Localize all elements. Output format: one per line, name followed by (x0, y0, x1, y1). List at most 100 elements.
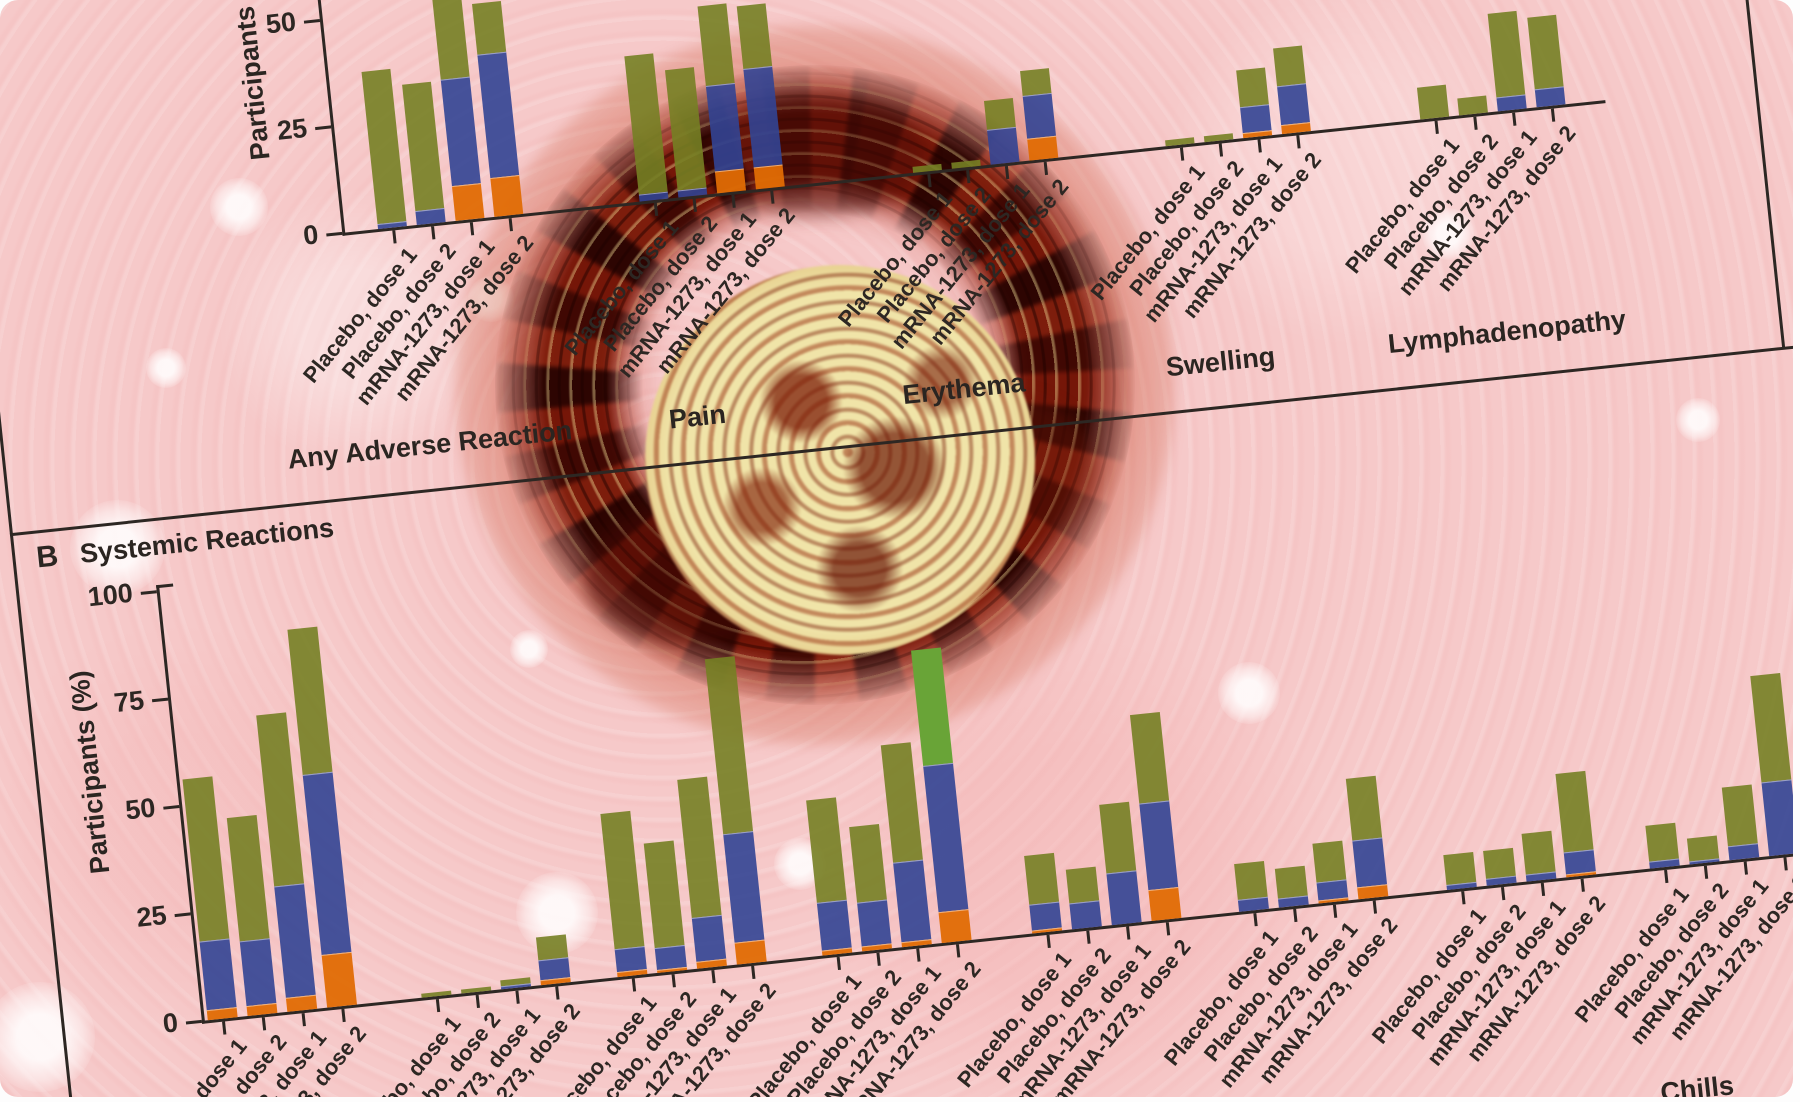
y-axis-title: Participants (%) (64, 669, 116, 876)
segment-mild (256, 712, 304, 887)
stacked-bar (806, 797, 853, 956)
x-axis-tick (1580, 878, 1585, 892)
segment-severe (490, 174, 524, 217)
y-axis-tick (315, 125, 332, 131)
segment-severe (714, 168, 747, 194)
segment-moderate (440, 76, 481, 187)
segment-severe (321, 952, 357, 1008)
category-label: Swelling (1164, 341, 1277, 383)
segment-moderate (1761, 779, 1793, 857)
segment-mild (1416, 84, 1450, 120)
background-spot (1218, 662, 1280, 724)
x-axis-tick (508, 218, 513, 232)
segment-mild (472, 0, 507, 55)
x-axis-tick (1372, 900, 1378, 914)
segment-moderate (723, 831, 765, 943)
x-axis-tick (1218, 143, 1223, 157)
segment-mild (1457, 95, 1488, 116)
segment-severe (938, 909, 972, 944)
segment-mild (287, 626, 333, 775)
stacked-bar (849, 823, 893, 952)
stacked-bar (1721, 784, 1760, 861)
stacked-bar (643, 840, 688, 973)
segment-moderate (199, 938, 237, 1011)
segment-moderate (477, 51, 520, 178)
category-label: Erythema (901, 367, 1027, 411)
background-spot (70, 500, 165, 595)
segment-mild (1555, 771, 1594, 853)
y-axis-tick (151, 697, 169, 703)
segment-severe (451, 183, 485, 221)
stacked-bar (535, 934, 571, 986)
panel-b-header: B Systemic Reactions (35, 510, 336, 575)
background-spot (1676, 398, 1720, 442)
segment-mild (1234, 861, 1268, 901)
stacked-bar (1024, 853, 1063, 934)
segment-mild (677, 776, 722, 918)
segment-moderate (302, 771, 352, 956)
stacked-bar (402, 81, 446, 225)
stacked-bar (1236, 67, 1273, 139)
y-axis-tick (174, 912, 191, 918)
stacked-bar (1020, 68, 1059, 161)
x-axis-tick (926, 174, 932, 188)
segment-moderate (816, 899, 852, 951)
background-spot (0, 982, 95, 1092)
segment-moderate (893, 859, 932, 942)
x-axis-tick (1179, 147, 1184, 161)
x-axis-tick (1783, 857, 1788, 871)
segment-moderate (1563, 849, 1596, 875)
segment-mild (1129, 711, 1170, 805)
segment-mild (1099, 801, 1137, 874)
segment-mild (983, 97, 1016, 131)
segment-moderate (1240, 104, 1272, 134)
x-axis-tick (1004, 165, 1009, 180)
stacked-bar (1234, 861, 1269, 912)
x-axis-tick (1434, 120, 1439, 135)
x-axis-tick (515, 990, 520, 1004)
background-spot (510, 630, 548, 668)
segment-moderate (743, 66, 783, 168)
x-axis-tick (435, 998, 441, 1013)
stacked-bar (664, 66, 708, 198)
segment-moderate (614, 946, 647, 972)
x-axis-tick (631, 978, 637, 992)
y-axis-tick-label: 50 (264, 6, 298, 40)
segment-mild (1273, 45, 1306, 87)
segment-moderate (239, 938, 277, 1007)
y-axis-top-cap (156, 583, 174, 589)
y-axis-tick (140, 590, 157, 595)
x-axis-tick (1086, 930, 1091, 944)
stacked-bar (624, 53, 669, 202)
segment-moderate (691, 914, 727, 962)
segment-moderate (1022, 93, 1056, 139)
y-axis-tick-label: 25 (135, 899, 169, 933)
stacked-bar (1487, 10, 1527, 112)
y-axis-tick (185, 1019, 203, 1025)
x-axis-tick (769, 190, 775, 204)
segment-mild (643, 840, 685, 948)
background-spot (210, 178, 268, 236)
x-axis-tick (1664, 869, 1669, 884)
segment-moderate (857, 899, 892, 947)
x-axis-tick (555, 986, 560, 1000)
segment-moderate (654, 944, 687, 970)
segment-mild (849, 823, 887, 903)
segment-moderate (274, 882, 316, 999)
x-axis-tick (692, 198, 697, 213)
y-axis-tick (163, 805, 180, 810)
segment-mild (600, 810, 645, 950)
stacked-bar (1527, 14, 1566, 108)
segment-mild (1345, 775, 1383, 841)
segment-severe (1148, 887, 1182, 921)
y-axis-tick (326, 231, 343, 237)
category-label: Lymphadenopathy (1386, 304, 1628, 360)
x-axis-tick (430, 226, 435, 240)
segment-mild (402, 81, 445, 212)
segment-moderate (1352, 837, 1388, 888)
x-axis-tick (1332, 904, 1338, 918)
segment-mild (664, 66, 707, 191)
stacked-bar (361, 68, 407, 230)
